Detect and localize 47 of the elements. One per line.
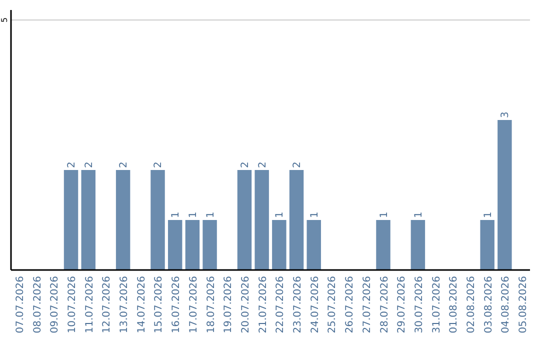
x-tick-label: 31.07.2026 <box>431 276 442 334</box>
data-label: 2 <box>240 162 251 168</box>
data-label: 2 <box>118 162 130 168</box>
x-tick-label: 01.08.2026 <box>448 276 460 334</box>
x-tick-label: 17.07.2026 <box>188 276 200 334</box>
x-tick-label: 19.07.2026 <box>223 276 234 334</box>
data-label: 1 <box>205 212 216 218</box>
data-label: 2 <box>257 162 268 168</box>
x-tick-label: 04.08.2026 <box>500 276 512 334</box>
x-tick-label: 16.07.2026 <box>171 276 182 334</box>
y-tick-label: 5 <box>0 17 9 23</box>
x-tick-label: 11.07.2026 <box>84 276 96 334</box>
x-tick-label: 12.07.2026 <box>102 276 113 334</box>
x-tick-label: 05.08.2026 <box>518 276 530 334</box>
x-tick-label: 25.07.2026 <box>327 276 338 334</box>
x-tick-label: 24.07.2026 <box>310 276 321 334</box>
x-tick-label: 22.07.2026 <box>275 276 286 334</box>
x-tick-label: 03.08.2026 <box>483 276 494 334</box>
x-tick-label: 29.07.2026 <box>396 276 408 334</box>
x-tick-label: 14.07.2026 <box>136 276 148 334</box>
data-label: 2 <box>153 162 164 168</box>
data-label: 1 <box>482 212 494 218</box>
x-tick-label: 07.07.2026 <box>14 276 26 334</box>
data-label: 2 <box>66 162 78 168</box>
x-tick-label: 23.07.2026 <box>292 276 304 334</box>
data-label: 1 <box>274 212 286 218</box>
x-tick-label: 27.07.2026 <box>362 276 373 334</box>
x-tick-label: 02.08.2026 <box>466 276 477 334</box>
x-tick-label: 20.07.2026 <box>240 276 252 334</box>
data-label: 1 <box>170 212 182 218</box>
data-label: 2 <box>84 162 95 168</box>
x-tick-label: 13.07.2026 <box>119 276 130 334</box>
data-label: 1 <box>413 212 424 218</box>
data-label: 1 <box>188 212 199 218</box>
x-tick-label: 26.07.2026 <box>344 276 356 334</box>
x-tick-label: 15.07.2026 <box>154 276 165 334</box>
data-label: 2 <box>292 162 304 168</box>
x-tick-label: 08.07.2026 <box>32 276 44 334</box>
x-tick-label: 28.07.2026 <box>379 276 390 334</box>
data-label: 1 <box>378 212 390 218</box>
x-tick-label: 30.07.2026 <box>414 276 425 334</box>
x-tick-label: 10.07.2026 <box>67 276 78 334</box>
x-tick-label: 09.07.2026 <box>50 276 61 334</box>
x-tick-label: 18.07.2026 <box>206 276 217 334</box>
data-label: 3 <box>500 112 512 118</box>
data-label: 1 <box>309 212 320 218</box>
x-tick-label: 21.07.2026 <box>258 276 269 334</box>
